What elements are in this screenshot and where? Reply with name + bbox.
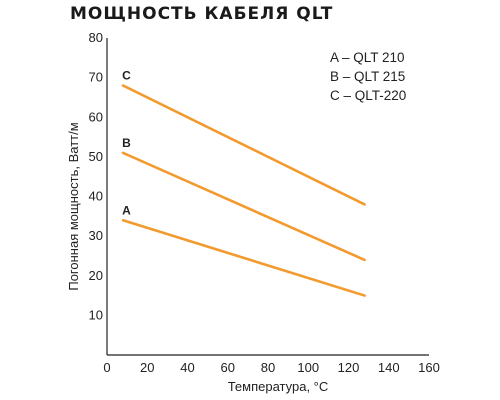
series-line-a <box>121 218 366 297</box>
y-axis-label: Погонная мощность, Ватт/м <box>66 122 81 290</box>
x-tick-label: 60 <box>221 360 235 375</box>
y-tick-label: 20 <box>89 268 103 283</box>
y-tick-label: 40 <box>89 189 103 204</box>
x-tick-label: 160 <box>418 360 440 375</box>
axes <box>106 38 429 356</box>
x-axis-label: Температура, °C <box>228 379 329 394</box>
series-label-a: A <box>122 203 131 217</box>
y-tick-label: 60 <box>89 109 103 124</box>
y-tick-label: 10 <box>89 307 103 322</box>
x-tick-label: 100 <box>297 360 319 375</box>
y-tick-label: 70 <box>89 70 103 85</box>
series-line-b <box>121 151 366 262</box>
x-tick-label: 0 <box>103 360 110 375</box>
x-tick-label: 120 <box>338 360 360 375</box>
x-tick-label: 140 <box>378 360 400 375</box>
tick-labels: 0 20 40 60 80 100 120 140 160 10 20 30 40 50 60 70 80 <box>89 30 440 375</box>
y-tick-label: 50 <box>89 149 103 164</box>
series-label-c: C <box>122 69 131 83</box>
series-line-c <box>121 84 366 206</box>
legend-entry: B – QLT 215 <box>330 69 405 84</box>
series-label-b: B <box>122 136 131 150</box>
chart-title: МОЩНОСТЬ КАБЕЛЯ QLT <box>70 4 334 24</box>
legend-entry: C – QLT-220 <box>330 88 406 103</box>
legend: A – QLT 210 B – QLT 215 C – QLT-220 <box>330 50 406 103</box>
series-lines: C B A <box>121 69 366 297</box>
y-tick-label: 30 <box>89 228 103 243</box>
legend-entry: A – QLT 210 <box>330 50 405 65</box>
x-tick-label: 80 <box>261 360 275 375</box>
x-tick-label: 40 <box>180 360 194 375</box>
x-tick-label: 20 <box>140 360 154 375</box>
y-tick-label: 80 <box>89 30 103 45</box>
